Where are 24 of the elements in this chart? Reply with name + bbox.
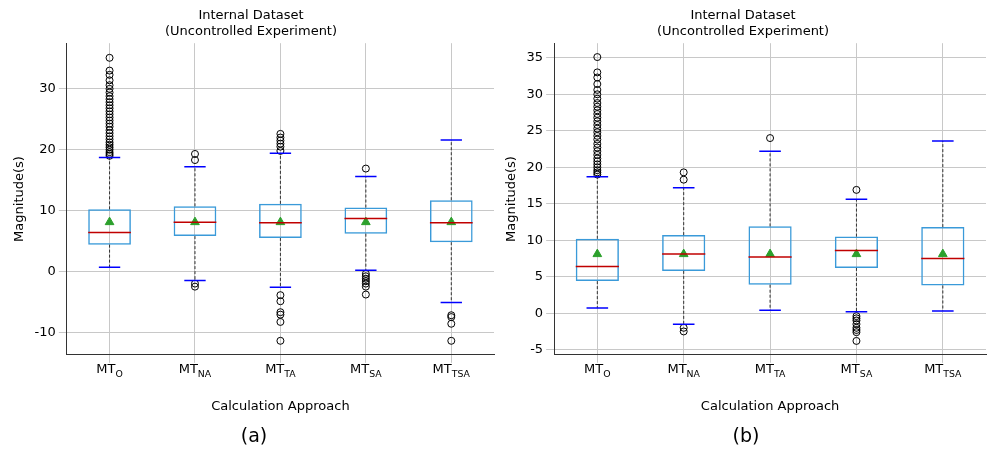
y-tick-label: 30 [39,80,56,96]
y-tick-label: 20 [526,158,544,174]
y-axis-title: Magnitude(s) [11,156,27,242]
chart-subtitle: (Uncontrolled Experiment) [656,22,830,38]
y-tick-label: -5 [530,341,544,357]
text: (a) [240,424,268,446]
y-tick-label: 20 [39,141,56,157]
y-tick-label: 35 [526,49,544,65]
chart-subtitle: (Uncontrolled Experiment) [164,22,338,38]
y-tick-label: 0 [47,262,56,278]
x-axis-title: Calculation Approach [700,397,840,413]
y-tick-label: 0 [534,304,544,320]
text: (b) [732,424,760,446]
chart-title: Internal Dataset [690,7,796,23]
y-tick-label: 5 [534,268,544,284]
x-axis-title: Calculation Approach [211,397,350,413]
y-axis-title: Magnitude(s) [503,156,519,242]
y-tick-label: 15 [526,195,544,211]
y-tick-label: 25 [526,122,544,138]
chart-title: Internal Dataset [198,7,304,23]
y-tick-label: -10 [34,323,56,339]
y-tick-label: 30 [526,85,544,101]
y-tick-label: 10 [39,201,56,217]
y-tick-label: 10 [526,231,544,247]
